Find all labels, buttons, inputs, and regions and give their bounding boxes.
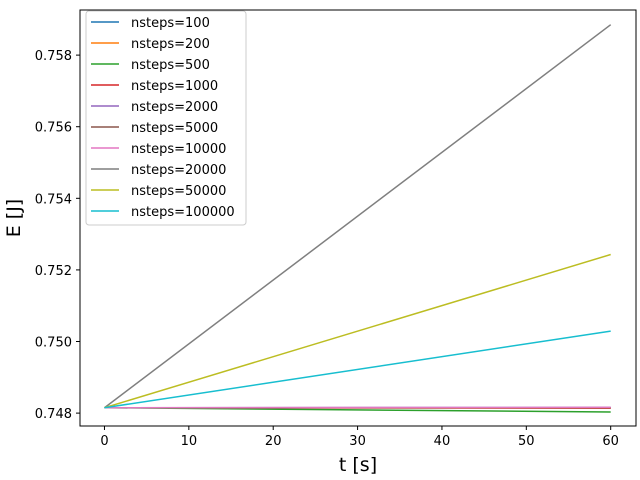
legend-label-5: nsteps=5000: [131, 121, 218, 136]
x-tick-label-3: 30: [349, 434, 366, 449]
x-axis: 0 10 20 30 40 50 60: [100, 426, 619, 449]
x-tick-label-6: 60: [602, 434, 619, 449]
x-tick-label-4: 40: [434, 434, 451, 449]
y-tick-label-4: 0.756: [35, 121, 72, 136]
legend-label-1: nsteps=200: [131, 37, 210, 52]
legend-label-4: nsteps=2000: [131, 100, 218, 115]
series-layer: [104, 24, 612, 413]
legend-box: [85, 10, 247, 226]
y-axis-label: E [J]: [3, 199, 25, 237]
y-axis: 0.748 0.750 0.752 0.754 0.756 0.758: [35, 49, 80, 422]
series-line-7: [104, 24, 612, 409]
x-tick-label-2: 20: [265, 434, 282, 449]
legend-label-7: nsteps=20000: [131, 163, 226, 178]
legend-label-6: nsteps=10000: [131, 142, 226, 157]
x-tick-label-0: 0: [100, 434, 108, 449]
legend-label-3: nsteps=1000: [131, 79, 218, 94]
legend-label-9: nsteps=100000: [131, 205, 235, 220]
series-line-9: [104, 330, 611, 409]
x-axis-label: t [s]: [339, 454, 377, 476]
series-line-8: [104, 253, 611, 409]
legend-label-0: nsteps=100: [131, 16, 210, 31]
legend: nsteps=100 nsteps=200 nsteps=500 nsteps=100…: [85, 10, 247, 226]
x-tick-label-5: 50: [518, 434, 535, 449]
y-tick-label-3: 0.754: [35, 192, 72, 207]
y-tick-label-1: 0.750: [35, 336, 72, 351]
y-tick-label-2: 0.752: [35, 264, 72, 279]
legend-label-2: nsteps=500: [131, 58, 210, 73]
legend-label-8: nsteps=50000: [131, 184, 226, 199]
y-tick-label-0: 0.748: [35, 407, 72, 422]
y-tick-label-5: 0.758: [35, 49, 72, 64]
x-tick-label-1: 10: [181, 434, 198, 449]
